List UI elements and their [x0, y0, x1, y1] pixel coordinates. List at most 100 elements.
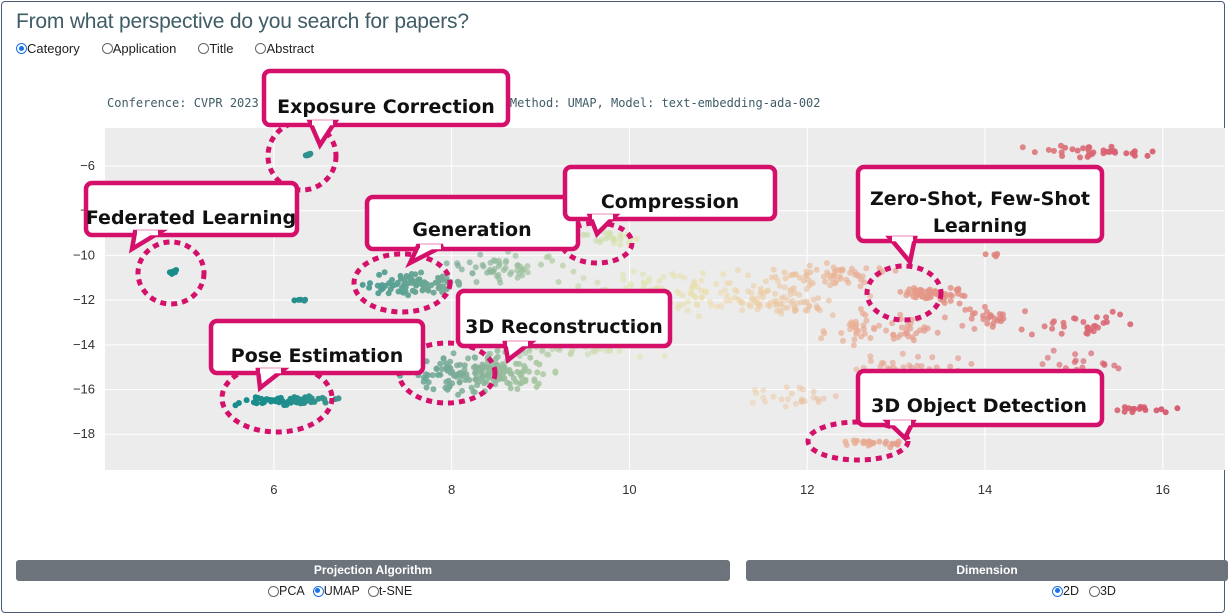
data-point — [854, 437, 861, 444]
data-point — [295, 296, 302, 303]
data-point — [897, 288, 904, 295]
radio-unchecked-icon[interactable] — [1088, 585, 1100, 597]
data-point — [931, 288, 938, 295]
callout-bubble: 3D Object Detection — [855, 368, 1105, 442]
data-point — [464, 375, 470, 381]
callout-label: Generation — [412, 219, 531, 241]
data-point — [832, 393, 839, 400]
data-point — [1019, 144, 1026, 151]
data-point — [792, 400, 799, 407]
data-point — [489, 268, 496, 275]
data-point — [782, 275, 789, 282]
data-point — [1080, 319, 1087, 325]
perspective-option-title[interactable]: Title — [198, 41, 233, 56]
projection-option-label: t-SNE — [378, 584, 413, 598]
data-point — [450, 372, 457, 379]
data-point — [518, 374, 525, 381]
y-tick-label: −12 — [73, 292, 95, 307]
data-point — [430, 289, 437, 296]
data-point — [374, 282, 381, 289]
x-tick-label: 14 — [978, 482, 992, 497]
radio-checked-icon[interactable] — [312, 585, 324, 597]
data-point — [1121, 408, 1128, 415]
data-point — [500, 363, 507, 370]
data-point — [459, 387, 466, 394]
cluster-highlight-ring — [135, 239, 207, 307]
data-point — [501, 375, 508, 382]
data-point — [842, 438, 849, 445]
data-point — [514, 386, 521, 392]
data-point — [496, 375, 503, 382]
radio-unchecked-icon[interactable] — [255, 43, 267, 54]
data-point — [617, 231, 624, 238]
data-point — [783, 384, 790, 391]
data-point — [750, 282, 757, 289]
dimension-option-3d[interactable]: 3D — [1088, 584, 1116, 598]
data-point — [910, 337, 917, 344]
radio-unchecked-icon[interactable] — [198, 43, 210, 54]
data-point — [860, 326, 867, 332]
radio-checked-icon[interactable] — [16, 43, 27, 54]
data-point — [921, 324, 928, 331]
projection-option-tsne[interactable]: t-SNE — [367, 584, 413, 598]
data-point — [1111, 362, 1118, 369]
data-point — [1085, 147, 1092, 154]
callout-bubble: Exposure Correction — [261, 68, 511, 150]
data-point — [423, 384, 430, 391]
data-point — [810, 296, 817, 303]
data-point — [540, 371, 547, 378]
perspective-option-application[interactable]: Application — [101, 41, 176, 56]
data-point — [457, 369, 464, 376]
radio-unchecked-icon[interactable] — [367, 585, 379, 597]
data-point — [684, 298, 691, 305]
data-point — [1090, 328, 1097, 335]
radio-checked-icon[interactable] — [1052, 585, 1063, 597]
data-point — [466, 259, 473, 266]
data-point — [695, 313, 702, 320]
data-point — [575, 283, 582, 290]
data-point — [592, 348, 599, 355]
data-point — [822, 278, 829, 285]
dimension-option-label: 2D — [1063, 584, 1079, 598]
perspective-option-category[interactable]: Category — [16, 41, 80, 56]
perspective-option-abstract[interactable]: Abstract — [255, 41, 314, 56]
data-point — [456, 279, 463, 286]
data-point — [423, 280, 430, 287]
data-point — [490, 257, 497, 264]
data-point — [502, 265, 509, 271]
data-point — [1071, 359, 1078, 366]
data-point — [1069, 146, 1076, 153]
data-point — [897, 311, 904, 318]
projection-option-pca[interactable]: PCA — [268, 584, 305, 598]
data-point — [813, 303, 820, 309]
callout-label: 3D Reconstruction — [465, 316, 663, 338]
data-point — [617, 241, 624, 248]
dimension-option-2d[interactable]: 2D — [1052, 584, 1079, 598]
projection-option-umap[interactable]: UMAP — [312, 584, 360, 598]
data-point — [863, 265, 870, 272]
data-point — [496, 369, 503, 376]
data-point — [366, 284, 373, 291]
radio-unchecked-icon[interactable] — [101, 43, 113, 54]
callout-bubble: Zero-Shot, Few-Shot Learning — [855, 164, 1105, 268]
data-point — [1084, 330, 1091, 337]
data-point — [1041, 323, 1048, 330]
perspective-radio-group: Category Application Title Abstract — [16, 41, 314, 56]
data-point — [1072, 315, 1079, 322]
data-point — [616, 348, 623, 355]
data-point — [1085, 325, 1092, 332]
data-point — [801, 299, 808, 306]
data-point — [1000, 315, 1007, 322]
data-point — [495, 257, 502, 264]
data-point — [899, 350, 906, 357]
radio-unchecked-icon[interactable] — [268, 585, 279, 597]
data-point — [913, 330, 920, 337]
data-point — [425, 372, 431, 379]
data-point — [439, 289, 446, 295]
data-point — [424, 285, 431, 292]
data-point — [724, 292, 730, 299]
data-point — [889, 440, 896, 447]
data-point — [867, 353, 874, 360]
data-point — [717, 289, 724, 296]
